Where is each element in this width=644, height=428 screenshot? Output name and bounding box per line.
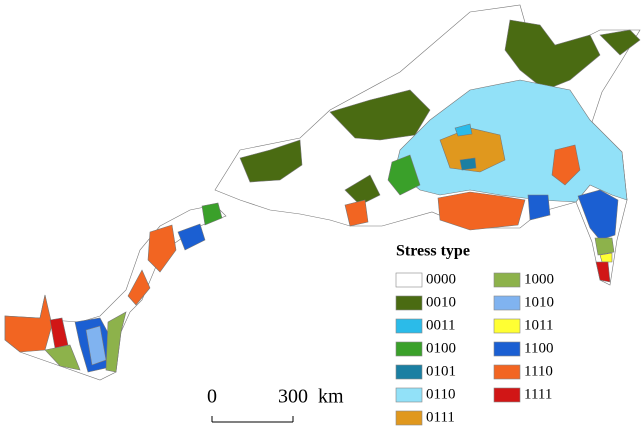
- region: [85, 325, 107, 366]
- region: [599, 252, 613, 263]
- legend-swatch: [493, 318, 521, 334]
- region: [147, 224, 177, 273]
- legend-swatch: [395, 387, 423, 403]
- region: [599, 29, 641, 56]
- region: [527, 194, 551, 221]
- region: [329, 89, 431, 141]
- region: [459, 157, 477, 171]
- legend-label: 1100: [524, 340, 553, 356]
- legend-swatch: [395, 410, 423, 426]
- region: [595, 261, 611, 283]
- legend-label: 0010: [426, 294, 456, 310]
- legend-swatch: [395, 364, 423, 380]
- map-regions: [4, 4, 641, 381]
- region: [177, 223, 206, 251]
- region: [594, 237, 615, 256]
- region: [577, 189, 619, 241]
- legend-label: 0110: [426, 386, 455, 402]
- region: [344, 199, 369, 227]
- region: [437, 191, 526, 231]
- legend-swatch: [493, 341, 521, 357]
- legend-label: 0111: [426, 409, 455, 425]
- legend-swatch: [493, 295, 521, 311]
- region: [44, 344, 81, 371]
- legend-label: 0000: [426, 271, 456, 287]
- region: [105, 311, 127, 373]
- scale-unit: km: [318, 386, 344, 408]
- region: [239, 139, 303, 183]
- region: [387, 154, 421, 196]
- scale-bar: 0 300 km: [207, 386, 344, 423]
- scale-start: 0: [207, 386, 217, 408]
- legend-swatch: [395, 341, 423, 357]
- region: [551, 144, 581, 186]
- legend-swatch: [493, 364, 521, 380]
- legend-swatch: [493, 387, 521, 403]
- region: [49, 317, 69, 349]
- legend-label: 0101: [426, 363, 456, 379]
- legend-swatch: [395, 272, 423, 288]
- legend-label: 1110: [524, 363, 553, 379]
- legend-label: 1000: [524, 271, 554, 287]
- legend-title: Stress type: [396, 243, 470, 260]
- legend-label: 0011: [426, 317, 455, 333]
- legend-label: 1011: [524, 317, 553, 333]
- legend-label: 1010: [524, 294, 554, 310]
- region: [454, 123, 473, 137]
- region: [127, 269, 151, 306]
- legend-label: 0100: [426, 340, 456, 356]
- legend-swatch: [395, 295, 423, 311]
- legend-swatch: [395, 318, 423, 334]
- region: [4, 294, 53, 353]
- region: [344, 174, 381, 206]
- region: [201, 202, 223, 226]
- legend: 0000 0010 0011 0100 0101 0110 0111 1000 1010 1011…: [395, 271, 554, 426]
- scale-end: 300: [278, 386, 308, 408]
- legend-label: 1111: [524, 386, 552, 402]
- legend-swatch: [493, 272, 521, 288]
- region: [504, 19, 601, 91]
